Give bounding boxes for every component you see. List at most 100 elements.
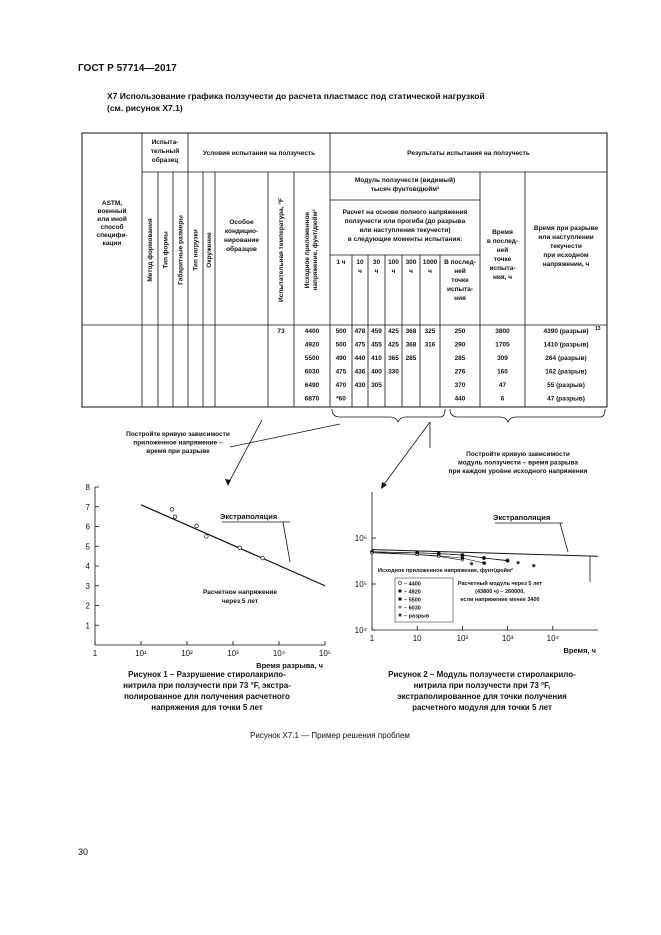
header-cell-rotated: Окружение (206, 232, 213, 268)
table-cell: 440 (455, 396, 466, 403)
header-cell: тельный (151, 147, 179, 155)
header-cell: при исходном (543, 252, 588, 259)
table-cell: 490 (336, 355, 347, 362)
marker (482, 561, 487, 565)
table-cell: 475 (336, 369, 347, 376)
header-cell: 1 ч (336, 259, 345, 266)
y-tick-label: 5 (86, 542, 91, 551)
table-cell: 425 (388, 342, 399, 349)
x-tick-label: 10³ (502, 634, 514, 643)
section-title: X7 Использование графика ползучести до р… (107, 91, 485, 101)
annotation: (43800 ч) – 260000, (475, 589, 525, 595)
marker (415, 553, 419, 556)
header-cell-rotated: Испытательная температура, °F (277, 198, 285, 302)
table-cell: 309 (497, 355, 508, 362)
y-tick-label: 10⁴ (355, 626, 368, 635)
header-cell: ней (497, 246, 509, 254)
table-cell: 368 (406, 342, 417, 349)
legend-label: – 5500 (404, 598, 421, 604)
header-cell: точке (494, 256, 512, 263)
legend-marker (398, 581, 402, 585)
legend-label: – 6030 (404, 606, 421, 612)
figure-caption: расчетного модуля для точки 5 лет (412, 703, 552, 712)
y-tick-label: 10⁵ (355, 580, 367, 589)
table-cell: 276 (455, 369, 466, 376)
table-cell: 4920 (305, 342, 320, 349)
table-cell: 410 (371, 355, 382, 362)
marker (516, 560, 520, 565)
y-tick-label: 10⁶ (355, 534, 367, 543)
arrow-head (225, 479, 231, 486)
header-cell: точке (451, 277, 469, 284)
legend-marker (398, 589, 402, 593)
data-point (172, 514, 178, 519)
legend-marker (398, 597, 402, 601)
trend-line (140, 504, 326, 587)
marker (482, 556, 486, 560)
header-cell: ASTM, (102, 200, 122, 207)
table-cell: 290 (455, 342, 466, 349)
callout: при каждом уровне исходного напряжения (449, 468, 588, 475)
arrow-line (227, 419, 263, 485)
standard-id: ГОСТ Р 57714—2017 (78, 63, 177, 74)
table-cell: 6870 (305, 396, 320, 403)
table-cell: 55 (разрыв) (547, 382, 585, 389)
table-cell: 325 (425, 328, 436, 335)
marker (437, 554, 441, 558)
header-cell: ползучести или прогиба (до разрыва (345, 217, 466, 225)
header-cell: или иной (97, 215, 127, 223)
x-tick-label: 10² (181, 649, 193, 658)
figure-caption: Рисунок 2 – Модуль ползучести стиролакри… (388, 670, 576, 679)
figure-caption: напряжения для точки 5 лет (151, 703, 263, 712)
footnote-ref: 13 (595, 326, 601, 332)
header-cell: напряжении, ч (543, 261, 590, 268)
x-tick-label: 10⁴ (273, 649, 286, 658)
table-cell: 470 (336, 382, 347, 389)
table-cell: 475 (355, 342, 366, 349)
annotation-arrow (559, 522, 569, 553)
table-cell: 436 (355, 369, 366, 376)
table-cell: 459 (371, 328, 382, 335)
header-cell-rotated: Тип нагрузки (193, 229, 200, 271)
callout: Постройте кривую зависимости (466, 450, 570, 458)
figure-title: Рисунок X7.1 — Пример решения проблем (250, 731, 410, 740)
x-tick-label: 10¹ (135, 649, 147, 658)
header-cell-rotated: Исходное приложенное (304, 211, 311, 288)
annotation: Исходное приложенное напряжение, фунт/дю… (378, 567, 513, 574)
legend-marker (398, 613, 402, 617)
table-cell: 455 (371, 342, 382, 349)
figure-caption: Рисунок 1 – Разрушение стиролакрило- (128, 670, 286, 679)
y-tick-label: 4 (86, 562, 91, 571)
legend-frame (394, 577, 454, 623)
table-cell: 6490 (305, 382, 320, 389)
figure-caption: нитрила при ползучести при 73 °F, экстра… (123, 681, 291, 690)
table-cell: 430 (355, 382, 366, 389)
legend-marker (398, 605, 402, 609)
header-cell: нирование (224, 237, 259, 244)
table-cell: 365 (388, 355, 399, 362)
table-cell: 400 (371, 369, 382, 376)
marker (460, 558, 464, 562)
table-cell: 368 (406, 328, 417, 335)
table-cell: 370 (455, 382, 466, 389)
table-cell: 4390 (разрыв) (543, 328, 588, 335)
header-cell: испыта- (489, 265, 515, 272)
table-cell: 500 (336, 328, 347, 335)
header-cell: 10 (356, 259, 364, 266)
header-cell: 1000 (423, 259, 438, 266)
table-cell: 6030 (305, 369, 320, 376)
annotation: Экстраполяция (493, 513, 550, 522)
page-number: 30 (78, 847, 88, 857)
header-cell: тысяч фунтов/дюйм² (371, 185, 440, 193)
header-cell: способ (100, 223, 123, 231)
header-cell: ч (375, 268, 379, 275)
marker (469, 561, 474, 566)
annotation: Экстраполяция (220, 512, 277, 521)
header-cell: Особое (229, 218, 254, 226)
callout: время при разрыве (146, 448, 210, 455)
header-cell: или наступления текучести) (359, 227, 450, 234)
brace (449, 408, 606, 424)
series-line (371, 552, 463, 561)
table-cell: *60 (336, 396, 346, 403)
